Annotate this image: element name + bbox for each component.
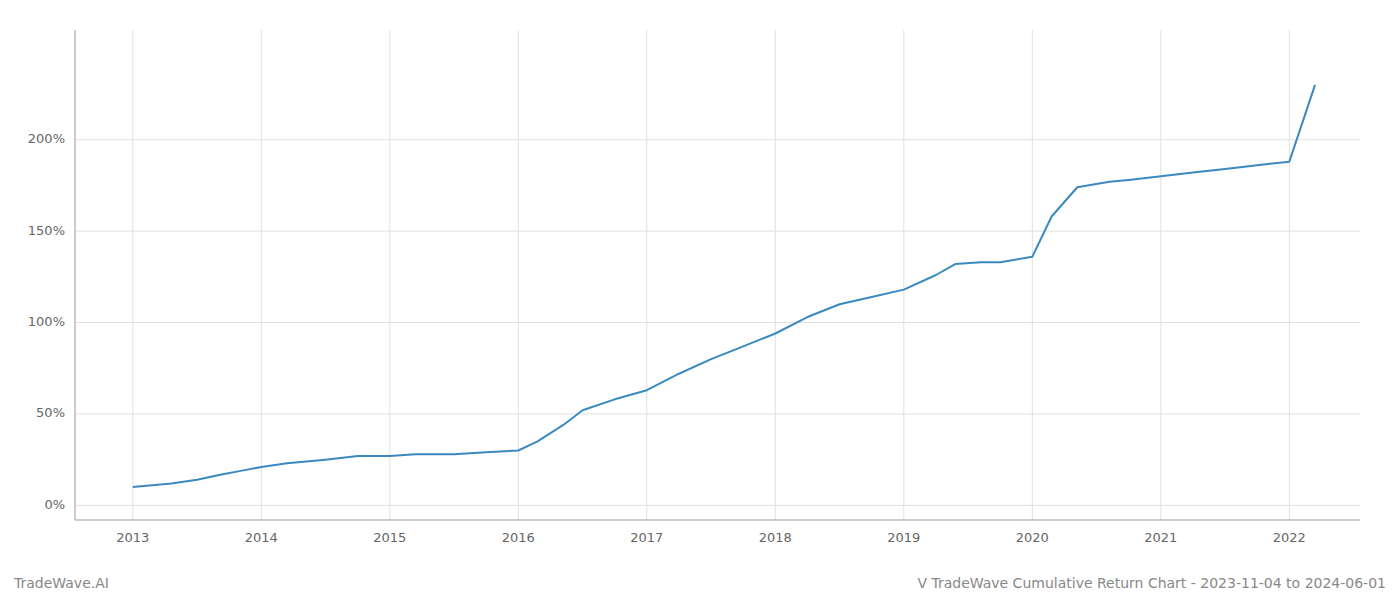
y-grid-line xyxy=(75,231,1360,232)
plot-area xyxy=(133,85,1315,487)
x-grid-line xyxy=(1289,30,1290,520)
y-grid-line xyxy=(75,413,1360,414)
x-tick-label: 2016 xyxy=(502,530,535,545)
x-tick-label: 2018 xyxy=(759,530,792,545)
x-grid-line xyxy=(903,30,904,520)
x-grid-line xyxy=(518,30,519,520)
y-grid-line xyxy=(75,505,1360,506)
y-tick-label: 0% xyxy=(44,497,65,512)
y-tick-label: 200% xyxy=(28,131,65,146)
x-tick-label: 2021 xyxy=(1144,530,1177,545)
x-tick-label: 2013 xyxy=(116,530,149,545)
x-tick-label: 2015 xyxy=(373,530,406,545)
x-grid-line xyxy=(389,30,390,520)
x-tick-label: 2014 xyxy=(245,530,278,545)
x-tick-label: 2017 xyxy=(630,530,663,545)
x-tick-label: 2022 xyxy=(1273,530,1306,545)
title: V TradeWave Cumulative Return Chart - 20… xyxy=(917,575,1386,591)
x-tick-label: 2020 xyxy=(1016,530,1049,545)
x-grid-line xyxy=(261,30,262,520)
x-grid-line xyxy=(132,30,133,520)
y-axis-line xyxy=(75,30,76,520)
grid xyxy=(75,30,1360,520)
x-grid-line xyxy=(1160,30,1161,520)
y-grid-line xyxy=(75,139,1360,140)
x-grid-line xyxy=(775,30,776,520)
x-axis-line xyxy=(75,520,1360,521)
x-grid-line xyxy=(646,30,647,520)
y-tick-label: 50% xyxy=(36,405,65,420)
x-tick-label: 2019 xyxy=(887,530,920,545)
watermark: TradeWave.AI xyxy=(13,575,109,591)
chart: 0% 50% 100% 150% 200% 2013 2014 2015 2016 2017 201… xyxy=(0,0,1400,600)
y-tick-label: 100% xyxy=(28,314,65,329)
y-grid-line xyxy=(75,322,1360,323)
series-line xyxy=(133,85,1315,487)
y-tick-label: 150% xyxy=(28,223,65,238)
x-grid-line xyxy=(1032,30,1033,520)
